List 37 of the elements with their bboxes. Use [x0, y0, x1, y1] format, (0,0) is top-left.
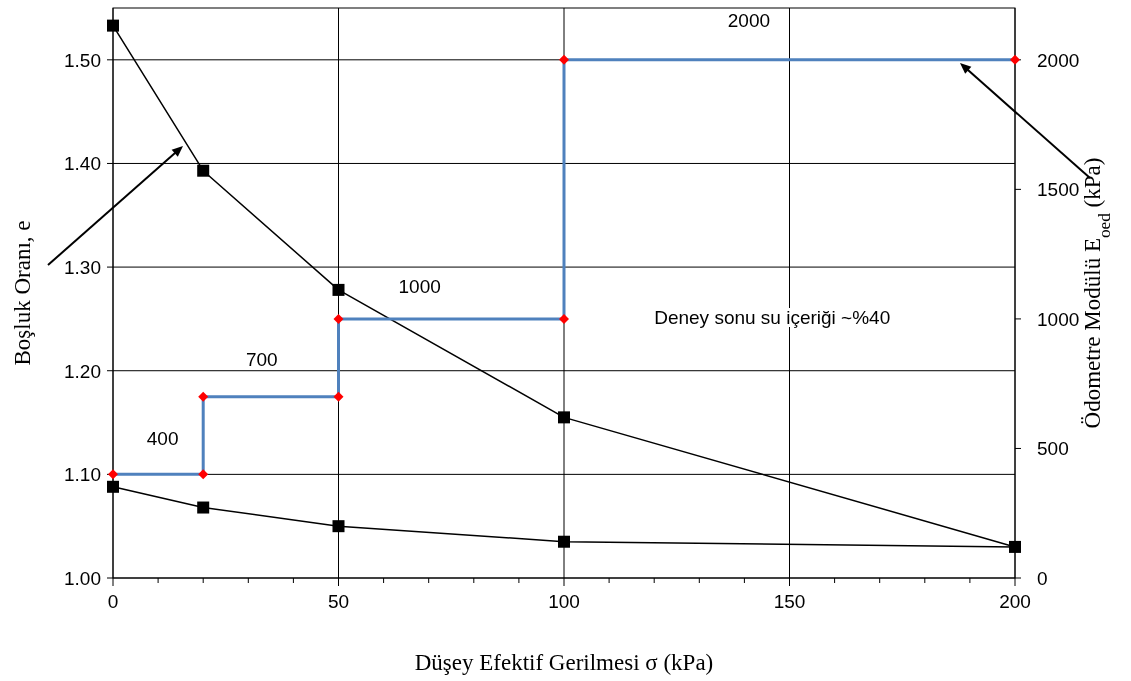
annotation: 700 — [245, 348, 278, 370]
y2-tick-label: 500 — [1037, 438, 1069, 460]
y-tick-label: 1.20 — [64, 360, 101, 382]
point — [198, 469, 209, 480]
y-tick-label: 1.40 — [64, 153, 101, 175]
point — [332, 520, 345, 533]
x-tick-label: 200 — [999, 591, 1031, 612]
y-tick-label: 1.50 — [64, 49, 101, 71]
y-tick-label: 1.00 — [64, 568, 101, 589]
y2-tick-label: 0 — [1037, 568, 1048, 589]
point — [558, 411, 570, 424]
annotation: 1000 — [398, 276, 441, 297]
x-tick-label: 100 — [548, 591, 580, 612]
y2-tick-label: 2000 — [1037, 49, 1080, 71]
point — [107, 19, 119, 32]
point — [332, 283, 345, 296]
point — [333, 391, 344, 402]
point — [559, 54, 569, 65]
x-tick-label: 50 — [327, 591, 350, 612]
point — [559, 313, 569, 324]
point — [197, 164, 210, 177]
y2-tick-label: 1500 — [1037, 179, 1080, 201]
y-tick-label: 1.10 — [64, 464, 101, 486]
y-tick-label: 1.30 — [64, 257, 101, 279]
annotation: 2000 — [727, 9, 771, 31]
point — [197, 501, 210, 514]
x-tick-label: 150 — [773, 591, 806, 612]
point — [1009, 540, 1021, 553]
y2-tick-label: 1000 — [1037, 308, 1080, 330]
annotation: 400 — [146, 428, 179, 450]
point — [107, 480, 119, 493]
x-tick-label: 0 — [107, 591, 119, 612]
point — [198, 391, 209, 402]
point — [333, 313, 344, 324]
y-axis-title: Boşluk Oranı, e — [10, 220, 35, 366]
x-axis-title: Düşey Efektif Gerilmesi σ (kPa) — [414, 650, 714, 675]
point — [558, 535, 570, 548]
